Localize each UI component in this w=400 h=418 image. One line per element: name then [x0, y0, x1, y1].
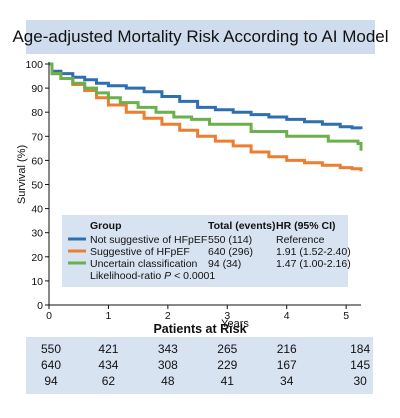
y-tick-label: 60 [31, 155, 43, 167]
risk-cell: 41 [220, 374, 234, 388]
risk-cell: 229 [217, 358, 238, 372]
risk-cell: 308 [157, 358, 178, 372]
legend-hr-2: 1.91 (1.52-2.40) [276, 246, 351, 258]
risk-row-3: 94 62 48 41 34 30 [26, 374, 373, 390]
legend-total-1: 550 (114) [208, 234, 252, 246]
risk-cell: 94 [44, 374, 58, 388]
y-tick-label: 10 [31, 276, 43, 288]
legend-header-group: Group [90, 220, 122, 232]
survival-curve-3 [49, 62, 363, 151]
risk-row-2: 640 434 308 229 167 145 [26, 358, 373, 374]
x-tick-label: 2 [165, 310, 171, 322]
y-axis-title: Survival (%) [16, 145, 28, 204]
y-tick-label: 30 [31, 228, 43, 240]
y-tick-label: 100 [25, 59, 43, 71]
y-tick-label: 40 [31, 204, 43, 216]
legend-header-hr: HR (95% CI) [276, 220, 336, 232]
x-tick-label: 3 [224, 310, 230, 322]
y-tick-label: 90 [31, 83, 43, 95]
risk-cell: 62 [101, 374, 116, 388]
risk-row-1: 550 421 343 265 216 184 [26, 342, 373, 358]
risk-cell: 421 [98, 342, 119, 356]
x-axis-title: Years [221, 318, 249, 330]
risk-table: 550 421 343 265 216 184 640 434 308 229 167 145 94 62… [26, 337, 373, 394]
x-tick-label: 5 [343, 310, 349, 322]
chart-title: Age-adjusted Mortality Risk According to… [12, 27, 389, 46]
risk-table-title: Patients at Risk [153, 322, 247, 336]
x-tick-label: 4 [284, 310, 290, 322]
legend-total-2: 640 (296) [208, 246, 253, 258]
legend-group-3: Uncertain classification [90, 258, 198, 270]
survival-chart: 0 10 20 30 40 50 60 70 80 90 100 0 1 2 3 4 5 Years Surviva… [16, 59, 363, 330]
legend-group-1: Not suggestive of HFpEF [90, 234, 207, 246]
y-tick-label: 20 [31, 252, 43, 264]
legend-box [62, 215, 348, 287]
chart-title-bar: Age-adjusted Mortality Risk According to… [12, 20, 389, 54]
legend-group-2: Suggestive of HFpEF [90, 246, 190, 258]
risk-cell: 265 [217, 342, 238, 356]
risk-cell: 184 [350, 342, 371, 356]
legend-total-3: 94 (34) [208, 258, 241, 270]
legend-hr-3: 1.47 (1.00-2.16) [276, 258, 351, 270]
risk-cell: 145 [350, 358, 371, 372]
y-tick-label: 0 [37, 300, 43, 312]
survival-curve-1 [49, 62, 363, 130]
risk-cell: 34 [280, 374, 294, 388]
x-tick-label: 1 [106, 310, 112, 322]
legend-header-total: Total (events) [208, 220, 275, 232]
risk-cell: 550 [40, 342, 62, 356]
risk-cell: 434 [98, 358, 119, 372]
legend-hr-1: Reference [276, 234, 325, 246]
risk-cell: 167 [276, 358, 297, 372]
legend-footnote: Likelihood-ratio P < 0.0001 [90, 270, 215, 282]
risk-cell: 640 [40, 358, 62, 372]
risk-cell: 30 [353, 374, 367, 388]
y-tick-label: 80 [31, 107, 43, 119]
y-tick-label: 50 [31, 180, 43, 192]
risk-cell: 48 [161, 374, 175, 388]
y-tick-label: 70 [31, 131, 43, 143]
risk-cell: 216 [276, 342, 297, 356]
x-tick-label: 0 [46, 310, 52, 322]
risk-cell: 343 [157, 342, 178, 356]
